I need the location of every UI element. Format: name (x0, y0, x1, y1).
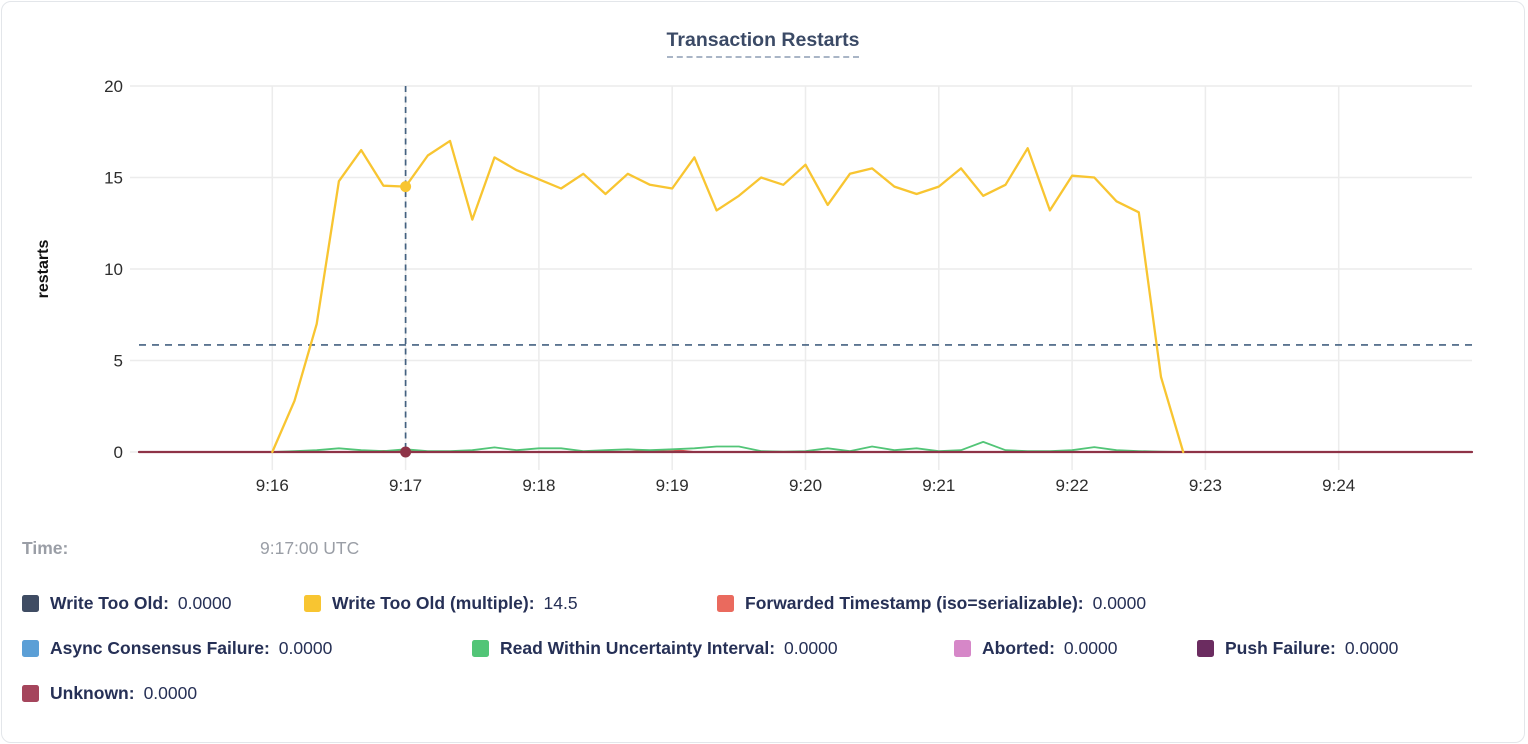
series-color-swatch (472, 639, 489, 657)
series-hover-value: 0.0000 (784, 637, 838, 658)
series-color-swatch (1197, 639, 1214, 657)
series-hover-value: 0.0000 (1344, 637, 1399, 658)
legend-item: Push Failure: 0.0000 (1197, 638, 1398, 659)
series-label: Forwarded Timestamp (iso=serializable): (745, 592, 1084, 613)
series-color-swatch (954, 639, 971, 657)
series-hover-value: 0.0000 (278, 637, 333, 658)
series-hover-value: 0.0000 (1063, 637, 1118, 658)
time-label: Time: (22, 538, 69, 558)
legend-row: Async Consensus Failure: 0.0000 Read Withi… (22, 635, 1512, 661)
series-color-swatch (22, 639, 39, 657)
legend-item: Forwarded Timestamp (iso=serializable): 0… (717, 593, 1146, 614)
y-tick-label: 10 (104, 260, 123, 279)
legend-item: Aborted: 0.0000 (954, 638, 1197, 659)
x-tick-label: 9:18 (522, 476, 555, 495)
x-tick-label: 9:22 (1056, 476, 1089, 495)
series-label: Unknown: (50, 682, 135, 703)
chart-title-wrap: Transaction Restarts (2, 29, 1524, 58)
series-label: Write Too Old (multiple): (332, 592, 535, 613)
series-hover-value: 0.0000 (1092, 592, 1147, 613)
series-color-swatch (717, 594, 734, 612)
series-label: Write Too Old: (50, 592, 169, 613)
series-label: Read Within Uncertainty Interval: (500, 637, 776, 658)
series-color-swatch (304, 594, 321, 612)
series-hover-value: 14.5 (543, 592, 578, 613)
series-hover-value: 0.0000 (143, 682, 198, 703)
x-tick-label: 9:21 (922, 476, 955, 495)
series-line-write-too-old-multiple- (271, 139, 1185, 454)
y-tick-label: 5 (114, 352, 123, 371)
y-axis-title: restarts (35, 240, 52, 299)
transaction-restarts-chart[interactable]: 0 5 10 15 20 9:16 9:17 9:18 9:19 9:20 9:21 9:22 9:23… (2, 2, 1528, 527)
series-label: Async Consensus Failure: (50, 637, 270, 658)
legend-item: Write Too Old (multiple): 14.5 (304, 593, 717, 614)
series-label: Push Failure: (1225, 637, 1336, 658)
hover-point-dot (400, 181, 412, 193)
y-tick-label: 15 (104, 169, 123, 188)
x-tick-label: 9:16 (256, 476, 289, 495)
legend-item: Write Too Old: 0.0000 (22, 593, 304, 614)
x-tick-label: 9:23 (1189, 476, 1222, 495)
legend-item: Async Consensus Failure: 0.0000 (22, 638, 472, 659)
x-tick-label: 9:19 (656, 476, 689, 495)
series-color-swatch (22, 684, 39, 702)
y-tick-label: 20 (104, 77, 123, 96)
hover-point-dot (400, 446, 412, 458)
x-tick-label: 9:24 (1322, 476, 1355, 495)
series-label: Aborted: (982, 637, 1055, 658)
series-color-swatch (22, 594, 39, 612)
series-hover-value: 0.0000 (177, 592, 232, 613)
legend-row: Write Too Old: 0.0000 Write Too Old (multi… (22, 590, 1512, 616)
y-tick-label: 0 (114, 443, 123, 462)
legend-row: Unknown: 0.0000 (22, 680, 1512, 706)
legend-item: Read Within Uncertainty Interval: 0.0000 (472, 638, 954, 659)
x-tick-label: 9:17 (389, 476, 422, 495)
chart-title[interactable]: Transaction Restarts (666, 29, 860, 58)
legend-item: Unknown: 0.0000 (22, 683, 197, 704)
x-tick-label: 9:20 (789, 476, 822, 495)
time-value: 9:17:00 UTC (260, 538, 360, 558)
